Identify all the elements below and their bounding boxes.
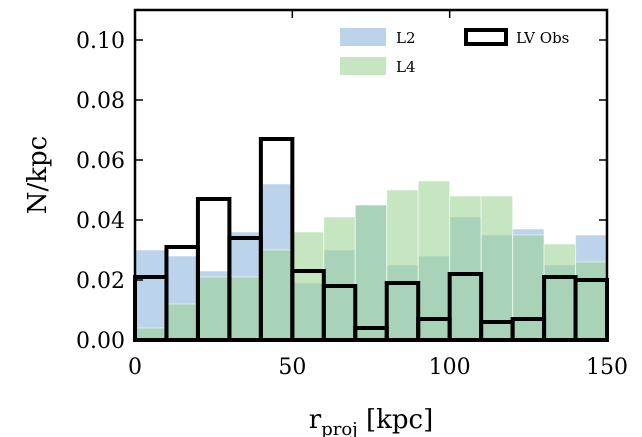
legend-swatch-l4 [340, 57, 386, 75]
x-axis-label: rproj [kpc] [309, 405, 434, 437]
x-axis-label-subscript: proj [321, 419, 358, 437]
x-axis-label-unit: [kpc] [358, 405, 434, 435]
bar-l4-30-40 [228, 276, 262, 341]
bar-l4-130-140 [543, 243, 577, 341]
bar-l4-10-20 [165, 303, 199, 341]
bar-l2-0-10 [134, 249, 167, 341]
bar-l4-90-100 [417, 180, 451, 341]
y-tick-labels: 0.00 0.02 0.04 0.06 0.08 0.10 [76, 29, 125, 354]
bar-l4-100-110 [449, 195, 482, 341]
bar-l4-50-60 [291, 231, 325, 341]
plot-frame [133, 8, 609, 342]
x-tick-label: 100 [429, 355, 471, 380]
y-axis-label: N/kpc [23, 136, 53, 214]
x-tick-labels: 0 50 100 150 [128, 355, 628, 380]
legend: L2 L4 LV Obs [340, 28, 569, 76]
bar-l4-20-30 [197, 276, 230, 341]
legend-label-l4: L4 [396, 58, 416, 76]
y-tick-label: 0.04 [76, 209, 125, 234]
bar-l4-60-70 [323, 216, 356, 341]
bar-l4-40-50 [260, 249, 293, 341]
bar-l4-140-150 [575, 261, 608, 341]
series-l4-bars [134, 180, 608, 341]
y-tick-label: 0.10 [76, 29, 125, 54]
y-tick-label: 0.08 [76, 89, 125, 114]
y-tick-label: 0.00 [76, 329, 125, 354]
legend-label-lv-obs: LV Obs [516, 29, 569, 47]
x-axis-label-main: r [309, 405, 322, 435]
bar-l4-120-130 [512, 234, 545, 341]
bar-l4-110-120 [480, 195, 514, 341]
legend-swatch-lv-obs [464, 28, 508, 46]
bar-l4-80-90 [386, 189, 419, 341]
legend-label-l2: L2 [396, 29, 416, 47]
x-tick-label: 50 [278, 355, 306, 380]
x-tick-label: 0 [128, 355, 142, 380]
legend-swatch-l2 [340, 28, 386, 46]
x-tick-label: 150 [586, 355, 628, 380]
y-tick-label: 0.02 [76, 269, 125, 294]
y-tick-label: 0.06 [76, 149, 125, 174]
bar-l4-70-80 [354, 204, 388, 341]
